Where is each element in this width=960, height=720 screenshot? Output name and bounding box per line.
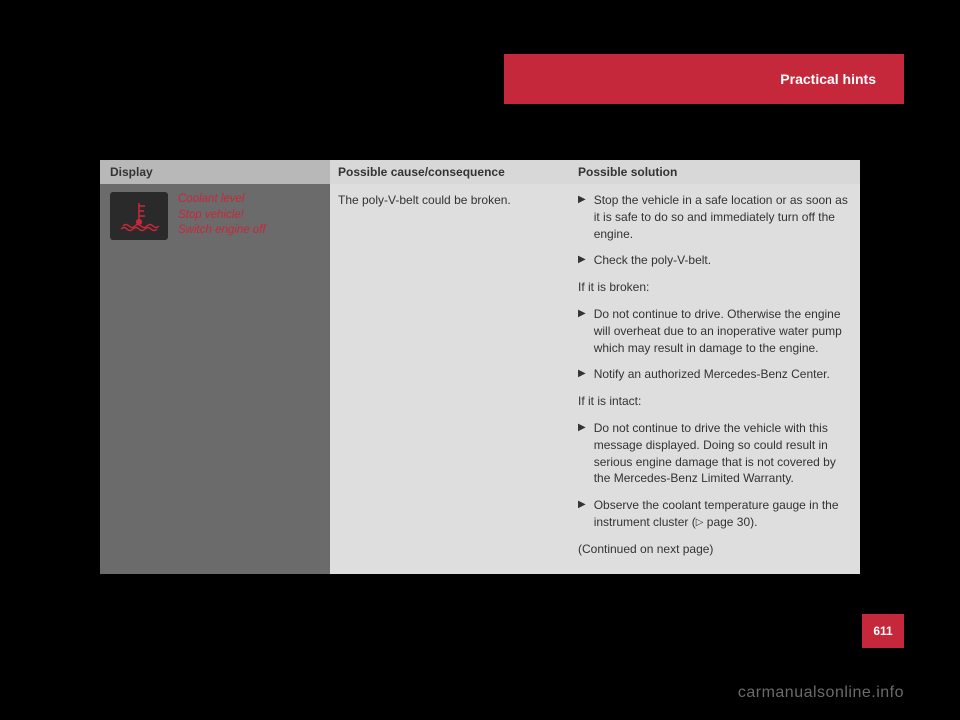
cell-cause: The poly-V-belt could be broken. bbox=[330, 184, 570, 574]
page-number-box: 611 bbox=[862, 614, 904, 648]
display-line-3: Switch engine off bbox=[178, 223, 266, 239]
solution-text: Do not continue to drive. Otherwise the … bbox=[594, 306, 848, 356]
triangle-bullet-icon: ▶ bbox=[578, 367, 586, 383]
solution-step: ▶ Observe the coolant temperature gauge … bbox=[578, 497, 848, 531]
display-line-2: Stop vehicle! bbox=[178, 208, 266, 224]
page-ref-icon: ▷ bbox=[696, 516, 704, 530]
solution-text: Observe the coolant temperature gauge in… bbox=[594, 497, 848, 531]
triangle-bullet-icon: ▶ bbox=[578, 498, 586, 531]
solution-text: Do not continue to drive the vehicle wit… bbox=[594, 420, 848, 487]
solution-step: ▶ Check the poly-V-belt. bbox=[578, 252, 848, 269]
triangle-bullet-icon: ▶ bbox=[578, 421, 586, 487]
header-display: Display bbox=[100, 165, 330, 179]
header-cause: Possible cause/consequence bbox=[330, 160, 570, 184]
solution-text: Notify an authorized Mercedes-Benz Cente… bbox=[594, 366, 830, 383]
solution-step: ▶ Do not continue to drive. Otherwise th… bbox=[578, 306, 848, 356]
solution-note: If it is broken: bbox=[578, 279, 848, 296]
solution-step: ▶ Stop the vehicle in a safe location or… bbox=[578, 192, 848, 242]
solution-note: If it is intact: bbox=[578, 393, 848, 410]
solution-step: ▶ Do not continue to drive the vehicle w… bbox=[578, 420, 848, 487]
display-line-1: Coolant level bbox=[178, 192, 266, 208]
table-row: Coolant level Stop vehicle! Switch engin… bbox=[100, 184, 860, 574]
triangle-bullet-icon: ▶ bbox=[578, 307, 586, 356]
triangle-bullet-icon: ▶ bbox=[578, 193, 586, 242]
page-number: 611 bbox=[873, 624, 892, 638]
header-title: Practical hints bbox=[780, 71, 876, 87]
header-solution: Possible solution bbox=[570, 160, 860, 184]
cell-solution: ▶ Stop the vehicle in a safe location or… bbox=[570, 184, 860, 574]
continued-note: (Continued on next page) bbox=[578, 541, 848, 558]
display-message: Coolant level Stop vehicle! Switch engin… bbox=[178, 192, 266, 566]
solution-step: ▶ Notify an authorized Mercedes-Benz Cen… bbox=[578, 366, 848, 383]
triangle-bullet-icon: ▶ bbox=[578, 253, 586, 269]
solution-text: Stop the vehicle in a safe location or a… bbox=[594, 192, 848, 242]
coolant-temp-icon bbox=[110, 192, 168, 240]
watermark: carmanualsonline.info bbox=[738, 684, 904, 702]
cell-display: Coolant level Stop vehicle! Switch engin… bbox=[100, 184, 330, 574]
solution-text-part: page 30). bbox=[703, 515, 757, 529]
warning-table: Display Possible cause/consequence Possi… bbox=[100, 160, 860, 574]
table-header-row: Display Possible cause/consequence Possi… bbox=[100, 160, 860, 184]
solution-text: Check the poly-V-belt. bbox=[594, 252, 711, 269]
header-band: Practical hints bbox=[504, 54, 904, 104]
